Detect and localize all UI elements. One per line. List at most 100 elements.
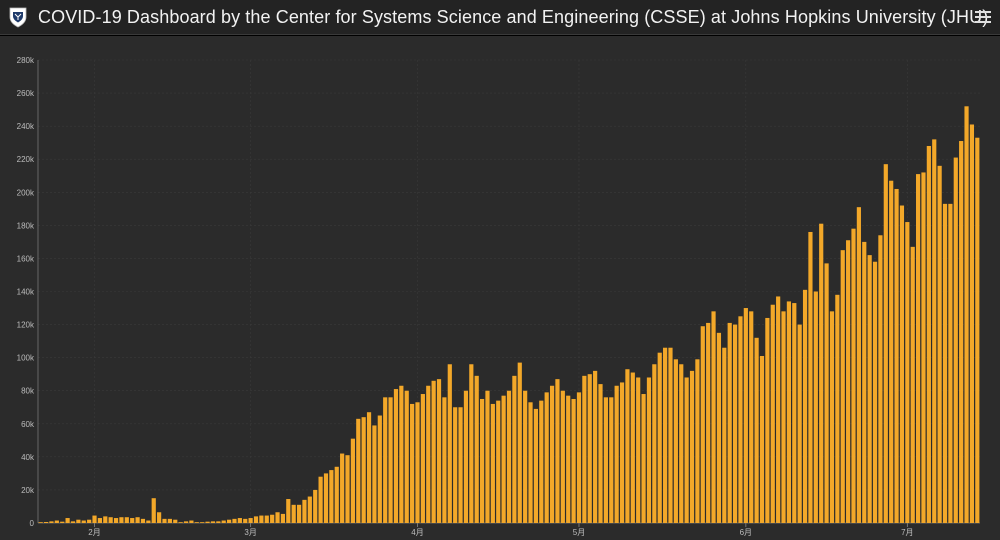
bar (431, 380, 436, 523)
bar (167, 518, 172, 523)
bar (162, 518, 167, 523)
bar (227, 519, 232, 523)
bar (286, 499, 291, 523)
bar (200, 522, 205, 523)
bar (732, 324, 738, 523)
bar (221, 520, 226, 523)
bar (248, 518, 253, 523)
y-tick-label: 20k (21, 486, 35, 495)
bar (722, 347, 727, 523)
bar (533, 408, 539, 523)
bar (862, 241, 867, 523)
bar (366, 412, 372, 523)
bar (840, 250, 845, 524)
bar (819, 223, 824, 524)
bar (302, 499, 307, 523)
bar (700, 326, 705, 523)
bar (523, 390, 528, 523)
bar (894, 188, 899, 523)
y-tick-label: 220k (17, 155, 35, 164)
bar (512, 375, 517, 523)
x-tick-label: 3月 (244, 528, 256, 537)
bar (157, 512, 162, 523)
bar (490, 403, 495, 523)
bar (759, 355, 765, 523)
bar (232, 518, 237, 523)
daily-cases-bar-chart: 0 20k 40k 60k 80k 100k 120k 140k 160k 180k 200k 220… (17, 56, 980, 537)
bar (910, 246, 915, 523)
bar (619, 382, 625, 523)
bar (205, 521, 210, 523)
bar (921, 172, 926, 523)
bar (458, 407, 463, 523)
bar (743, 308, 748, 523)
bar (770, 304, 775, 523)
bar (210, 521, 216, 523)
bar (426, 385, 431, 523)
bar (38, 522, 43, 523)
bar (350, 438, 355, 523)
bar (151, 498, 156, 523)
dashboard-title: COVID-19 Dashboard by the Center for Sys… (38, 6, 989, 27)
bar (329, 470, 334, 523)
bar (706, 322, 711, 523)
bar (582, 375, 587, 523)
bar (679, 364, 684, 523)
bar (517, 362, 522, 523)
y-tick-label: 160k (17, 254, 35, 263)
y-tick-label: 0 (30, 519, 35, 528)
bar (711, 311, 716, 523)
bar (657, 352, 662, 523)
y-tick-label: 180k (17, 221, 35, 230)
bar (404, 390, 409, 523)
bar (716, 332, 722, 523)
bar (851, 228, 856, 523)
bar (291, 504, 296, 523)
bar (113, 518, 119, 523)
bar (603, 397, 608, 523)
bar (786, 301, 791, 523)
y-tick-label: 240k (17, 122, 35, 131)
bar (948, 203, 953, 523)
bar (54, 520, 59, 523)
bar (727, 322, 732, 523)
bar (942, 203, 948, 523)
bar (501, 395, 506, 523)
bar (765, 317, 770, 523)
bar (776, 296, 781, 523)
bar (959, 141, 964, 523)
bar (135, 517, 140, 523)
bar (323, 473, 329, 523)
bar (598, 384, 603, 523)
bar (749, 311, 754, 523)
bar (70, 521, 76, 523)
bar (824, 263, 829, 523)
bar (549, 385, 555, 523)
bar (318, 476, 323, 523)
bar (49, 521, 54, 523)
bar (469, 364, 474, 523)
hamburger-menu-icon[interactable] (975, 4, 991, 30)
bar (474, 375, 479, 523)
bar (108, 517, 113, 523)
bar (377, 415, 382, 523)
bar (216, 521, 221, 523)
bar (953, 157, 958, 523)
bar (867, 255, 872, 523)
bar (65, 518, 70, 523)
bar (485, 390, 490, 523)
y-tick-label: 120k (17, 321, 35, 330)
bar (695, 359, 700, 523)
bar (668, 347, 673, 523)
bar (243, 518, 248, 523)
bar (372, 425, 377, 523)
jhu-shield-icon (9, 7, 27, 28)
bar (345, 455, 350, 523)
bar (140, 518, 146, 523)
bar (808, 231, 813, 523)
bar (393, 389, 399, 523)
bar (442, 397, 447, 523)
bar (146, 520, 151, 523)
bar (813, 291, 818, 523)
bar (124, 517, 129, 523)
